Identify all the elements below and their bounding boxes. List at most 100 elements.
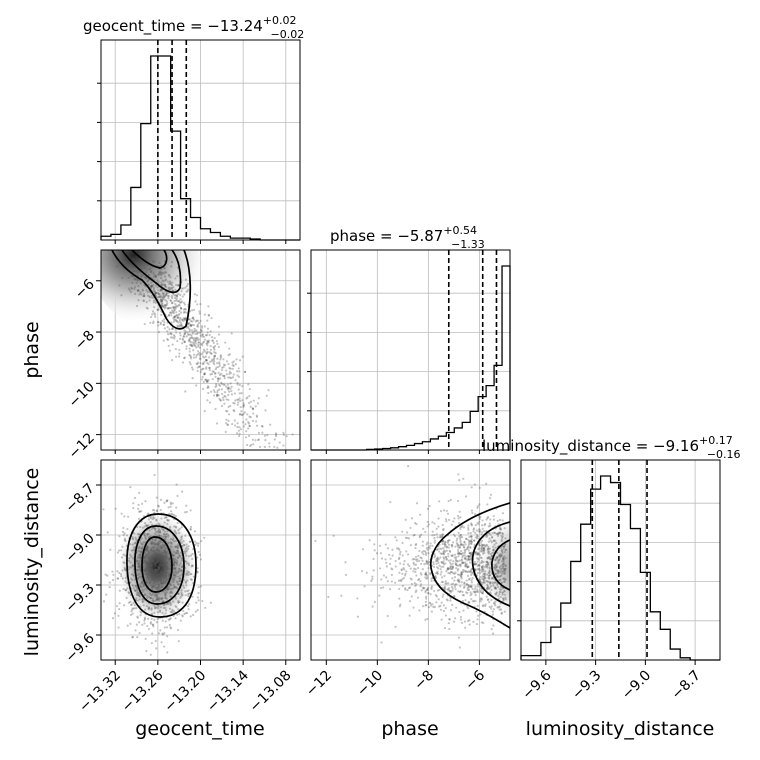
sample-point — [460, 543, 463, 546]
sample-point — [189, 354, 192, 357]
sample-point — [486, 583, 489, 586]
sample-point — [148, 574, 151, 577]
sample-point — [455, 606, 458, 609]
sample-point — [151, 587, 154, 590]
sample-point — [165, 291, 169, 295]
sample-point — [176, 551, 179, 555]
sample-point — [131, 537, 134, 540]
sample-point — [165, 626, 169, 629]
sample-point — [184, 581, 187, 584]
sample-point — [195, 294, 199, 297]
sample-point — [404, 572, 407, 575]
sample-point — [418, 559, 421, 562]
sample-point — [155, 496, 158, 499]
sample-point — [219, 354, 222, 357]
sample-point — [215, 384, 218, 387]
sample-point — [145, 271, 148, 274]
sample-point — [162, 297, 165, 301]
sample-point — [492, 624, 495, 627]
sample-point — [442, 604, 446, 607]
sample-point — [229, 404, 232, 408]
sample-point — [201, 362, 205, 365]
sample-point — [228, 370, 231, 374]
sample-point — [447, 499, 450, 503]
sample-point — [150, 315, 153, 319]
sample-point — [134, 629, 137, 632]
sample-point — [181, 614, 184, 617]
sample-point — [133, 604, 136, 607]
sample-point — [423, 586, 426, 590]
sample-point — [246, 413, 249, 416]
sample-point — [439, 568, 442, 571]
sample-point — [456, 573, 459, 576]
sample-point — [200, 331, 203, 334]
sample-point — [148, 560, 151, 564]
sample-point — [492, 584, 495, 587]
sample-point — [170, 510, 173, 513]
sample-point — [188, 361, 191, 364]
sample-point — [226, 423, 229, 426]
sample-point — [149, 321, 152, 324]
sample-point — [178, 583, 181, 586]
sample-point — [390, 580, 394, 583]
sample-point — [176, 294, 179, 297]
sample-point — [141, 581, 144, 584]
sample-point — [176, 583, 179, 586]
sample-point — [147, 607, 150, 610]
sample-point — [459, 618, 463, 621]
sample-point — [202, 380, 205, 383]
sample-point — [487, 547, 490, 550]
sample-point — [157, 289, 160, 292]
sample-point — [130, 555, 133, 558]
sample-point — [141, 583, 144, 586]
sample-point — [405, 570, 408, 573]
sample-point — [451, 577, 454, 580]
sample-point — [176, 547, 180, 550]
sample-point — [150, 568, 153, 571]
sample-point — [139, 567, 142, 570]
sample-point — [137, 621, 141, 624]
sample-point — [457, 473, 460, 476]
sample-point — [443, 549, 446, 552]
sample-point — [201, 355, 205, 358]
sample-point — [150, 578, 154, 581]
sample-point — [482, 549, 485, 552]
sample-point — [203, 372, 206, 375]
sample-point — [282, 444, 285, 447]
sample-point — [186, 605, 190, 608]
sample-point — [430, 579, 433, 583]
sample-point — [189, 355, 193, 359]
sample-point — [415, 522, 418, 526]
sample-point — [173, 294, 176, 297]
sample-point — [205, 380, 209, 383]
sample-point — [158, 534, 161, 537]
sample-point — [196, 332, 199, 335]
sample-point — [136, 547, 139, 550]
sample-point — [196, 596, 200, 599]
sample-point — [490, 536, 494, 539]
sample-point — [218, 362, 221, 365]
sample-point — [199, 319, 202, 323]
sample-point — [166, 571, 169, 574]
sample-point — [160, 571, 163, 575]
sample-point — [156, 573, 160, 577]
sample-point — [205, 366, 208, 369]
sample-point — [131, 543, 134, 546]
sample-point — [175, 311, 178, 314]
sample-point — [163, 550, 167, 553]
sample-point — [131, 608, 134, 611]
sample-point — [496, 606, 499, 609]
sample-point — [238, 392, 241, 395]
sample-point — [499, 578, 502, 581]
sample-point — [133, 541, 136, 545]
sample-point — [137, 289, 140, 292]
sample-point — [389, 557, 392, 560]
sample-point — [130, 573, 133, 576]
sample-point — [167, 575, 170, 578]
sample-point — [218, 361, 221, 364]
sample-point — [409, 526, 412, 530]
sample-point — [183, 543, 186, 547]
sample-point — [151, 542, 154, 545]
sample-point — [163, 327, 166, 330]
sample-point — [436, 536, 439, 539]
